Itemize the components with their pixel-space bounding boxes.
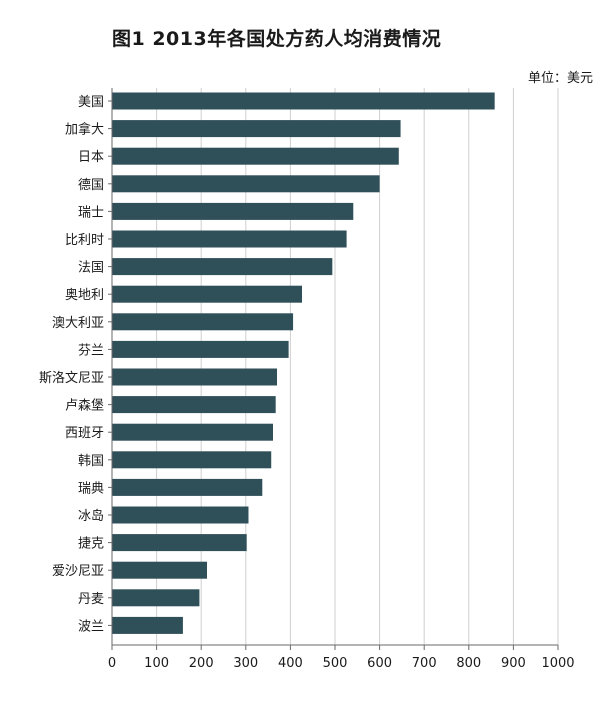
category-label: 冰岛 [78,508,104,524]
category-label: 美国 [78,95,104,110]
category-label: 波兰 [78,619,104,634]
x-tick-label: 900 [501,656,526,671]
category-label: 卢森堡 [65,398,104,414]
category-label: 比利时 [65,233,104,248]
x-tick-label: 500 [323,656,348,671]
category-label: 爱沙尼亚 [52,564,104,579]
bar [112,258,333,276]
bar [112,423,274,441]
x-tick-label: 300 [233,656,258,671]
category-label: 西班牙 [65,426,104,441]
bar [112,340,289,358]
category-label: 澳大利亚 [52,315,104,331]
x-tick-label: 800 [456,656,481,671]
x-tick-label: 100 [144,656,169,671]
axes [108,88,559,650]
category-label: 芬兰 [78,343,104,358]
bar [112,175,380,193]
x-tick-label: 0 [108,656,116,671]
bar [112,478,263,496]
bar [112,561,207,579]
bar [112,589,200,607]
bar [112,230,347,248]
bar [112,616,183,634]
category-label: 瑞士 [78,205,104,220]
category-label: 日本 [78,150,104,165]
unit-label: 单位：美元 [527,71,593,86]
grid-lines [156,88,559,645]
x-tick-label: 400 [278,656,303,671]
category-label: 奥地利 [65,288,104,303]
category-label: 法国 [78,261,104,276]
bar [112,285,302,303]
bar [112,368,278,386]
category-label: 韩国 [78,454,104,469]
x-tick-label: 600 [367,656,392,671]
category-label: 加拿大 [65,122,104,138]
x-tick-label: 700 [412,656,437,671]
category-label: 斯洛文尼亚 [39,371,104,386]
bar [112,120,401,138]
x-tick-label: 200 [189,656,214,671]
bars [112,92,495,634]
bar [112,202,354,220]
bar [112,451,272,469]
bar [112,92,495,110]
bar [112,534,247,552]
category-label: 丹麦 [78,592,104,607]
bar [112,396,276,414]
category-label: 瑞典 [78,481,104,496]
category-label: 捷克 [78,537,104,552]
chart-title: 图1 2013年各国处方药人均消费情况 [112,28,442,50]
tick-labels: 0 100 200 300 400 500 600 700 800 900 1000 [108,656,575,671]
x-tick-label: 1000 [541,656,574,671]
bar [112,506,249,524]
bar [112,147,399,165]
category-labels: 美国加拿大日本德国瑞士比利时法国奥地利澳大利亚芬兰斯洛文尼亚卢森堡西班牙韩国瑞典… [39,95,104,634]
bar [112,313,294,331]
category-label: 德国 [78,178,104,193]
